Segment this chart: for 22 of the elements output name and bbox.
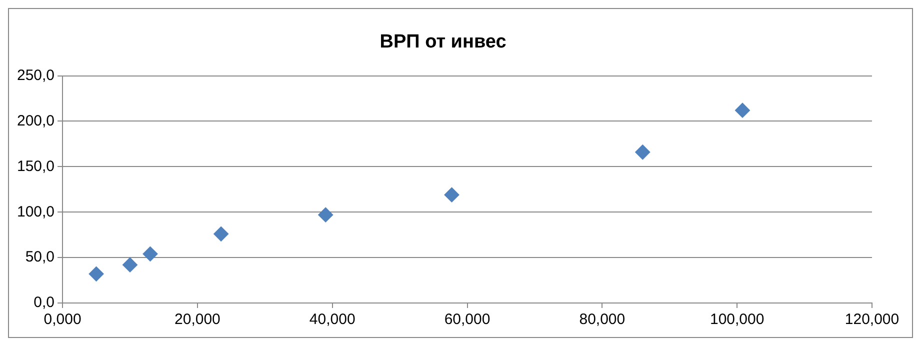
y-tick-label: 50,0: [25, 248, 55, 266]
x-tick-label: 120,000: [844, 311, 900, 328]
y-tick-label: 250,0: [16, 66, 55, 84]
x-tick-label: 60,000: [444, 311, 490, 328]
x-tick-label: 0,000: [44, 311, 82, 328]
chart-title: ВРП от инвес: [380, 32, 507, 53]
point: [142, 246, 158, 262]
point: [444, 187, 460, 202]
x-tick-label: 100,000: [710, 311, 764, 328]
point: [214, 226, 229, 242]
y-tick-label: 100,0: [16, 203, 55, 220]
x-tick-label: 20,000: [174, 311, 220, 328]
point: [88, 266, 104, 282]
point: [318, 207, 334, 222]
point: [635, 144, 650, 160]
x-tick-label: 80,000: [579, 311, 626, 328]
y-tick-label: 0,0: [34, 294, 55, 312]
x-tick-label: 40,000: [309, 311, 356, 328]
point: [122, 257, 138, 272]
y-tick-label: 150,0: [16, 158, 55, 175]
point: [734, 102, 750, 118]
y-tick-label: 200,0: [16, 112, 55, 130]
